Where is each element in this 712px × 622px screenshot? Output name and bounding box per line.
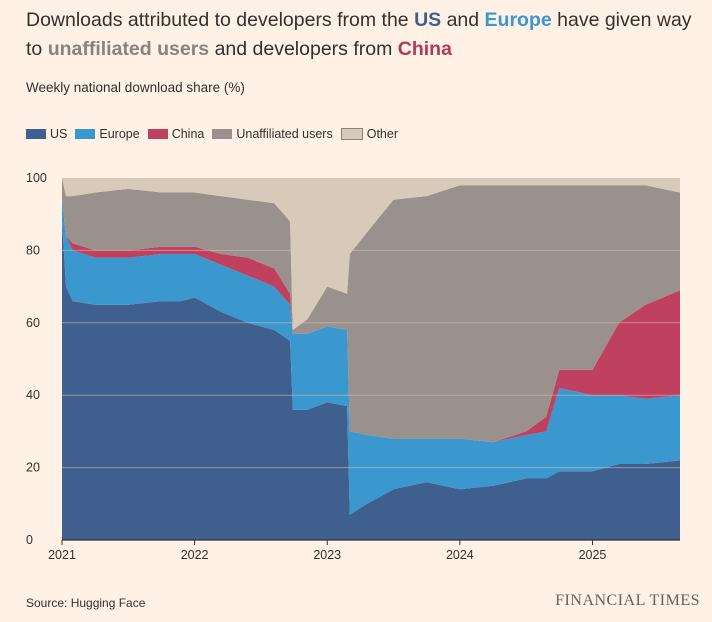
legend-item-china: China (147, 127, 205, 141)
title-unaffiliated: unaffiliated users (47, 38, 210, 60)
chart-legend: US Europe China Unaffiliated users Other (26, 127, 398, 141)
y-tick-label: 100 (26, 171, 47, 185)
area-other (62, 178, 680, 330)
legend-label: Europe (99, 127, 140, 141)
title-text-3: have given way to (26, 9, 692, 60)
y-tick-label: 0 (26, 533, 33, 547)
legend-swatch (212, 129, 233, 139)
legend-item-europe: Europe (75, 127, 140, 141)
y-tick-label: 60 (26, 316, 40, 330)
title-text-4: and developers from (209, 38, 398, 60)
legend-swatch (26, 129, 46, 139)
title-china: China (397, 38, 452, 60)
legend-label: China (171, 127, 205, 141)
y-tick-label: 20 (26, 461, 40, 475)
legend-swatch (75, 129, 96, 139)
area-unaffiliated-users (62, 178, 680, 443)
title-text-2: and (441, 9, 485, 31)
area-europe (62, 199, 680, 515)
legend-label: US (50, 127, 68, 141)
legend-label: Other (366, 127, 398, 141)
legend-label: Unaffiliated users (236, 127, 333, 141)
chart-subtitle: Weekly national download share (%) (26, 80, 245, 95)
legend-item-other: Other (340, 127, 398, 141)
area-chart: 0 20 40 60 80 100 2021 2022 2023 2024 2025 (26, 171, 680, 562)
ft-logo: FINANCIAL TIMES (555, 592, 700, 609)
x-tick-label: 2021 (48, 548, 76, 562)
title-text-1: Downloads attributed to developers from … (26, 9, 415, 31)
x-tick-label: 2023 (313, 548, 341, 562)
x-tick-label: 2025 (579, 548, 607, 562)
legend-item-unaffiliated-users: Unaffiliated users (212, 127, 333, 141)
y-tick-label: 80 (26, 243, 40, 257)
x-tick-label: 2022 (181, 548, 209, 562)
source-note: Source: Hugging Face (26, 596, 146, 610)
legend-item-us: US (26, 127, 67, 141)
y-tick-label: 40 (26, 388, 40, 402)
legend-swatch (340, 128, 363, 140)
area-us (62, 221, 680, 540)
legend-swatch (147, 129, 168, 139)
area-china (62, 199, 680, 443)
title-us: US (414, 9, 442, 31)
chart-title: Downloads attributed to developers from … (26, 6, 696, 64)
x-tick-label: 2024 (446, 548, 474, 562)
title-europe: Europe (484, 9, 552, 31)
